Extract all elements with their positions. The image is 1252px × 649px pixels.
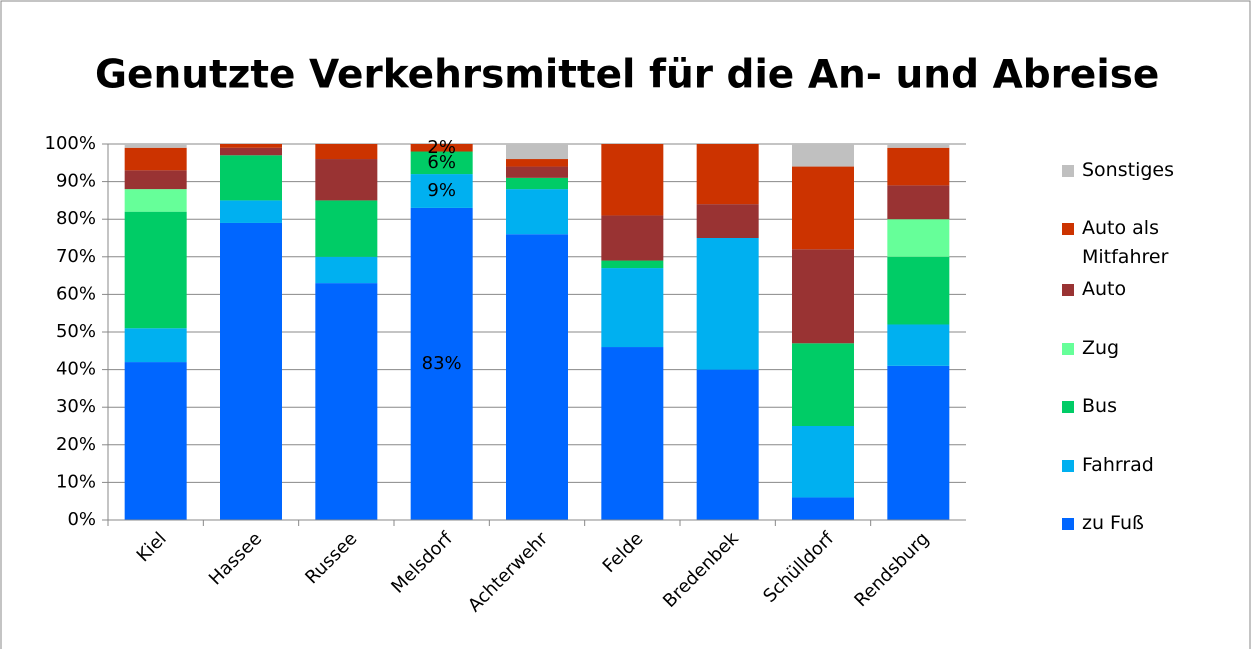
bar-segment xyxy=(315,200,378,257)
bar-segment xyxy=(124,147,187,171)
bar-segment xyxy=(220,222,282,520)
bar-segment xyxy=(601,260,664,269)
y-tick-label: 20% xyxy=(56,434,96,455)
bar-segment xyxy=(220,147,282,156)
y-tick-label: 80% xyxy=(56,208,96,229)
data-label: 6% xyxy=(427,152,456,173)
bar-segment xyxy=(792,166,854,250)
legend-swatch xyxy=(1062,460,1074,472)
y-tick-label: 0% xyxy=(67,509,96,530)
chart-title: Genutzte Verkehrsmittel für die An- und … xyxy=(95,53,1159,98)
bar-segment xyxy=(220,144,282,148)
y-tick-label: 60% xyxy=(56,283,96,304)
legend-label: zu Fuß xyxy=(1082,512,1144,534)
bar-segment xyxy=(220,200,282,223)
x-tick-label: Hassee xyxy=(205,528,266,589)
bar-segment xyxy=(887,147,950,186)
bar-segment xyxy=(601,215,664,261)
legend-swatch xyxy=(1062,343,1074,355)
legend-swatch xyxy=(1062,284,1074,296)
bar-segment xyxy=(887,144,950,148)
bar-segment xyxy=(601,347,664,520)
y-tick-label: 50% xyxy=(56,321,96,342)
y-tick-label: 90% xyxy=(56,171,96,192)
bar-segment xyxy=(410,144,473,152)
bar-segment xyxy=(124,170,187,190)
bar-segment xyxy=(410,207,473,521)
y-tick-label: 40% xyxy=(56,359,96,380)
legend-swatch xyxy=(1062,165,1074,177)
legend-label: Zug xyxy=(1082,337,1120,359)
data-label: 83% xyxy=(422,353,462,374)
bar-segment xyxy=(124,211,187,329)
bar-segment xyxy=(315,283,378,520)
bar-segment xyxy=(315,256,378,284)
data-label: 9% xyxy=(427,180,456,201)
bar-segment xyxy=(792,144,854,167)
bar-segment xyxy=(506,144,568,160)
bar-segment xyxy=(506,177,568,190)
x-tick-label: Kiel xyxy=(133,528,171,566)
bar-segment xyxy=(696,369,759,520)
bar-segment xyxy=(887,185,950,220)
bar-segment xyxy=(792,497,854,520)
bar-segment xyxy=(887,324,950,366)
bar-segment xyxy=(887,256,950,325)
legend-label: Auto als Mitfahrer xyxy=(1082,217,1169,268)
bar-segment xyxy=(792,343,854,426)
bar-segment xyxy=(315,144,378,160)
bar-segment xyxy=(792,249,854,344)
bar-segment xyxy=(220,155,282,201)
legend-swatch xyxy=(1062,518,1074,530)
bar-segment xyxy=(410,174,473,208)
bar-segment xyxy=(124,328,187,363)
x-tick-label: Russee xyxy=(301,528,361,588)
y-tick-label: 100% xyxy=(45,133,96,154)
x-tick-label: Melsdorf xyxy=(387,528,457,598)
bar-segment xyxy=(601,144,664,216)
bar-segment xyxy=(506,234,568,521)
bar-segment xyxy=(696,238,759,370)
x-tick-label: Rendsburg xyxy=(850,528,933,611)
x-tick-label: Felde xyxy=(599,528,648,577)
bar-segment xyxy=(124,144,187,148)
x-tick-label: Bredenbek xyxy=(659,528,743,612)
x-tick-label: Achterwehr xyxy=(464,528,552,616)
bar-segment xyxy=(887,365,950,520)
x-tick-label: Schülldorf xyxy=(759,528,838,607)
bar-segment xyxy=(792,426,854,498)
legend-label: Fahrrad xyxy=(1082,454,1154,476)
bar-segment xyxy=(696,144,759,205)
bar-segment xyxy=(506,189,568,235)
bar-segment xyxy=(124,189,187,212)
bar-segment xyxy=(410,151,473,175)
legend-label: Sonstiges xyxy=(1082,159,1175,181)
bar-segment xyxy=(315,159,378,201)
bar-segment xyxy=(696,204,759,238)
bar-segment xyxy=(506,159,568,167)
bar-segment xyxy=(601,268,664,348)
bar-segment xyxy=(506,166,568,178)
bar-segment xyxy=(124,362,187,520)
legend-label: Bus xyxy=(1082,395,1117,417)
y-tick-label: 70% xyxy=(56,246,96,267)
y-tick-label: 30% xyxy=(56,396,96,417)
legend-swatch xyxy=(1062,401,1074,413)
data-label: 2% xyxy=(427,137,456,158)
bar-segment xyxy=(887,219,950,257)
legend-swatch xyxy=(1062,223,1074,235)
y-tick-label: 10% xyxy=(56,471,96,492)
legend-label: Auto xyxy=(1082,278,1127,300)
